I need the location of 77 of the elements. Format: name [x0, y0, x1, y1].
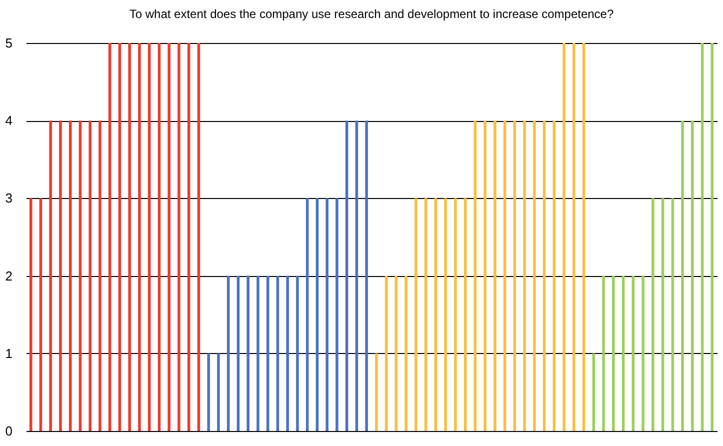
bar [484, 120, 486, 431]
bar [78, 120, 82, 431]
bar [197, 43, 200, 431]
bar [494, 120, 496, 431]
bar [276, 276, 280, 431]
bar [128, 43, 131, 431]
y-tick-label: 3 [5, 190, 12, 206]
bar [336, 198, 338, 431]
bar [88, 120, 92, 431]
bar [49, 120, 52, 431]
bar [118, 43, 122, 431]
bar [246, 276, 250, 431]
bar [661, 198, 664, 431]
bar [681, 120, 684, 431]
bar [384, 276, 388, 431]
bar [217, 353, 220, 431]
bar [256, 276, 260, 431]
bar [632, 276, 635, 431]
bar [424, 198, 428, 431]
bar [414, 198, 418, 431]
bar [552, 120, 556, 431]
bar [108, 43, 112, 431]
y-tick-label: 4 [5, 113, 12, 128]
y-tick-label: 0 [5, 424, 12, 438]
bar [158, 43, 161, 431]
bar [542, 120, 546, 431]
bar [138, 43, 141, 431]
y-tick-label: 2 [5, 268, 12, 284]
bar [39, 198, 42, 431]
bar [691, 120, 694, 431]
bar [523, 120, 526, 431]
bar [592, 353, 596, 431]
bar [375, 353, 378, 431]
bar [700, 43, 704, 431]
bar [316, 198, 319, 431]
bar [454, 198, 457, 431]
bar [355, 120, 358, 431]
bar [434, 198, 438, 431]
bar [207, 353, 210, 431]
bar [326, 198, 328, 431]
y-tick-label: 5 [5, 36, 12, 50]
bar [404, 276, 408, 431]
bar [226, 276, 230, 431]
bar [444, 198, 447, 431]
bar [306, 198, 309, 431]
bar [59, 120, 62, 431]
bar [602, 276, 605, 431]
bar [710, 43, 714, 431]
bar [296, 276, 299, 431]
bar [266, 276, 270, 431]
bar [345, 120, 348, 431]
bar [474, 120, 477, 431]
bar [562, 43, 566, 431]
bar [503, 120, 506, 431]
y-tick-label: 1 [5, 346, 12, 361]
bar [68, 120, 72, 431]
bar [652, 198, 654, 431]
bar [98, 120, 102, 431]
bar [572, 43, 576, 431]
bar [148, 43, 151, 431]
bar [286, 276, 289, 431]
bar [582, 43, 586, 431]
bar [365, 120, 368, 431]
bar [612, 276, 615, 431]
bar [168, 43, 170, 431]
chart-title: To what extent does the company use research and development to increase competence? [129, 7, 614, 21]
bar [394, 276, 398, 431]
bar [642, 276, 644, 431]
bar [236, 276, 240, 431]
bar [29, 198, 32, 431]
bar [464, 198, 467, 431]
bar [187, 43, 190, 431]
bar [533, 120, 536, 431]
bar [622, 276, 625, 431]
bar [671, 198, 674, 431]
bar [178, 43, 180, 431]
bar [513, 120, 516, 431]
